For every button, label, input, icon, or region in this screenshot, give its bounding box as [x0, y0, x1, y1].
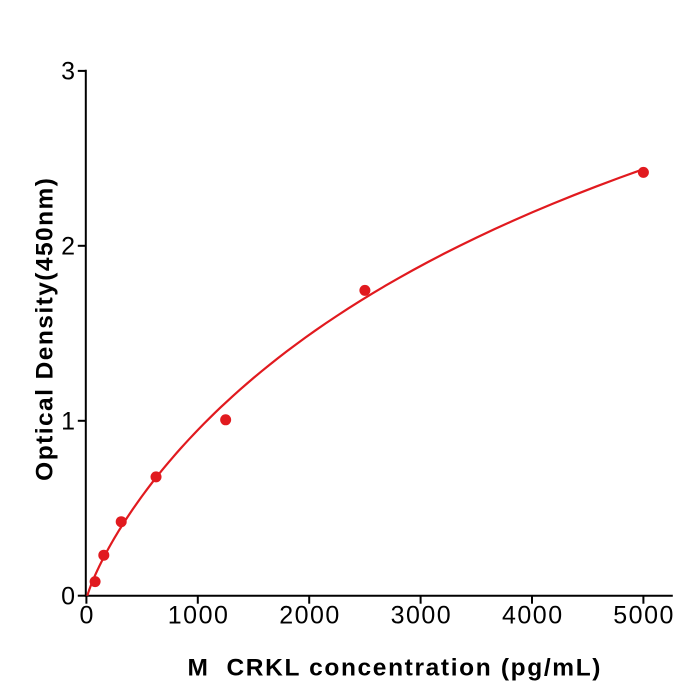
svg-text:M CRKL concentration (pg/mL): M CRKL concentration (pg/mL): [188, 655, 603, 682]
svg-text:3000: 3000: [391, 602, 453, 630]
svg-text:Optical Density(450nm): Optical Density(450nm): [31, 177, 58, 481]
svg-text:2000: 2000: [279, 602, 341, 630]
svg-text:0: 0: [79, 602, 94, 630]
svg-text:1: 1: [61, 408, 76, 436]
svg-text:2: 2: [61, 233, 76, 261]
svg-text:3: 3: [61, 58, 76, 86]
svg-text:4000: 4000: [502, 602, 564, 630]
svg-text:1000: 1000: [168, 602, 230, 630]
svg-text:5000: 5000: [613, 602, 675, 630]
svg-text:0: 0: [61, 582, 76, 610]
